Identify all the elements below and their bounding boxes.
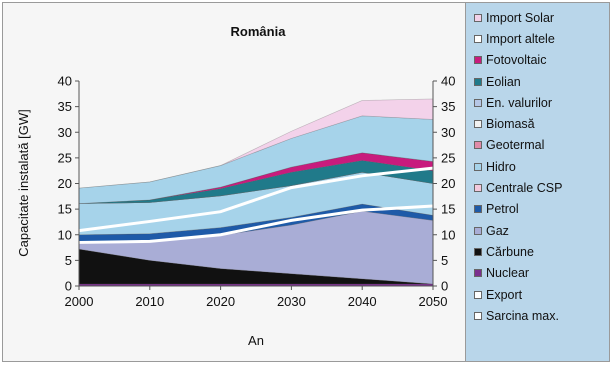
legend-label: Export — [486, 287, 523, 302]
legend-swatch — [474, 162, 482, 171]
y-tick-label: 15 — [58, 202, 72, 217]
legend-label: Hidro — [486, 159, 516, 174]
y-tick-label: 40 — [58, 74, 72, 89]
y2-tick-label: 20 — [441, 176, 455, 191]
plot-wrap: România 0 5 10 15 20 25 30 35 40 0 5 10 15 20 25 30 35 40… — [3, 3, 465, 361]
y2-tick-label: 15 — [441, 202, 455, 217]
x-tick-label: 2050 — [419, 294, 448, 309]
legend-item: Eolian — [474, 71, 609, 92]
legend-item: Import altele — [474, 28, 609, 49]
legend-label: Eolian — [486, 74, 521, 89]
legend-item: Gaz — [474, 220, 609, 241]
line-export — [78, 204, 434, 244]
legend-label: Gaz — [486, 223, 509, 238]
legend-item: Biomasă — [474, 113, 609, 134]
legend-label: Geotermal — [486, 138, 545, 153]
legend-item: Sarcina max. — [474, 305, 609, 326]
legend-swatch — [474, 269, 482, 278]
y-tick-label: 25 — [58, 150, 72, 165]
y-tick-label: 35 — [58, 99, 72, 114]
legend-swatch — [474, 141, 482, 150]
legend-item: Export — [474, 284, 609, 305]
y2-tick-label: 5 — [441, 253, 448, 268]
area-chart: România 0 5 10 15 20 25 30 35 40 0 5 10 15 20 25 30 35 40… — [3, 3, 465, 361]
chart-frame: România 0 5 10 15 20 25 30 35 40 0 5 10 15 20 25 30 35 40… — [2, 2, 610, 362]
y-axis-label: Capacitate instalată [GW] — [16, 109, 31, 256]
legend-item: Geotermal — [474, 135, 609, 156]
legend-item: Petrol — [474, 199, 609, 220]
x-tick-label: 2040 — [348, 294, 377, 309]
legend-label: Petrol — [486, 202, 519, 217]
x-tick-label: 2010 — [135, 294, 164, 309]
legend-swatch — [474, 13, 482, 22]
legend-label: Fotovoltaic — [486, 53, 547, 68]
y2-tick-label: 35 — [441, 99, 455, 114]
x-axis-label: An — [248, 333, 264, 348]
y2-tick-label: 40 — [441, 74, 455, 89]
legend-label: Centrale CSP — [486, 181, 563, 196]
legend-swatch — [474, 34, 482, 43]
x-tick-label: 2030 — [277, 294, 306, 309]
legend-item: Cărbune — [474, 241, 609, 262]
legend-label: Nuclear — [486, 266, 530, 281]
legend-item: Nuclear — [474, 263, 609, 284]
legend-item: Import Solar — [474, 7, 609, 28]
legend-swatch — [474, 290, 482, 299]
legend-swatch — [474, 120, 482, 129]
legend-label: Sarcina max. — [486, 308, 559, 323]
legend-swatch — [474, 184, 482, 193]
y-tick-label: 10 — [58, 227, 72, 242]
legend-label: En. valurilor — [486, 95, 552, 110]
legend-swatch — [474, 205, 482, 214]
legend-swatch — [474, 56, 482, 65]
legend-label: Import altele — [486, 31, 555, 46]
line-sarcina-max- — [78, 166, 434, 233]
legend-label: Import Solar — [486, 10, 555, 25]
legend-label: Biomasă — [486, 117, 535, 132]
x-tick-label: 2000 — [65, 294, 94, 309]
chart-title: România — [231, 24, 287, 39]
y-tick-label: 30 — [58, 125, 72, 140]
legend-swatch — [474, 226, 482, 235]
legend-item: Fotovoltaic — [474, 50, 609, 71]
legend: Import Solar Import altele Fotovoltaic Eoli… — [465, 3, 609, 361]
y2-tick-label: 10 — [441, 227, 455, 242]
y-tick-label: 0 — [65, 279, 72, 294]
y2-tick-label: 30 — [441, 125, 455, 140]
legend-label: Cărbune — [486, 244, 534, 259]
y-tick-label: 20 — [58, 176, 72, 191]
legend-item: Centrale CSP — [474, 177, 609, 198]
legend-swatch — [474, 98, 482, 107]
y2-tick-label: 0 — [441, 279, 448, 294]
x-tick-label: 2020 — [206, 294, 235, 309]
legend-swatch — [474, 247, 482, 256]
y-tick-label: 5 — [65, 253, 72, 268]
legend-item: Hidro — [474, 156, 609, 177]
legend-swatch — [474, 311, 482, 320]
legend-swatch — [474, 77, 482, 86]
legend-item: En. valurilor — [474, 92, 609, 113]
y2-tick-label: 25 — [441, 150, 455, 165]
